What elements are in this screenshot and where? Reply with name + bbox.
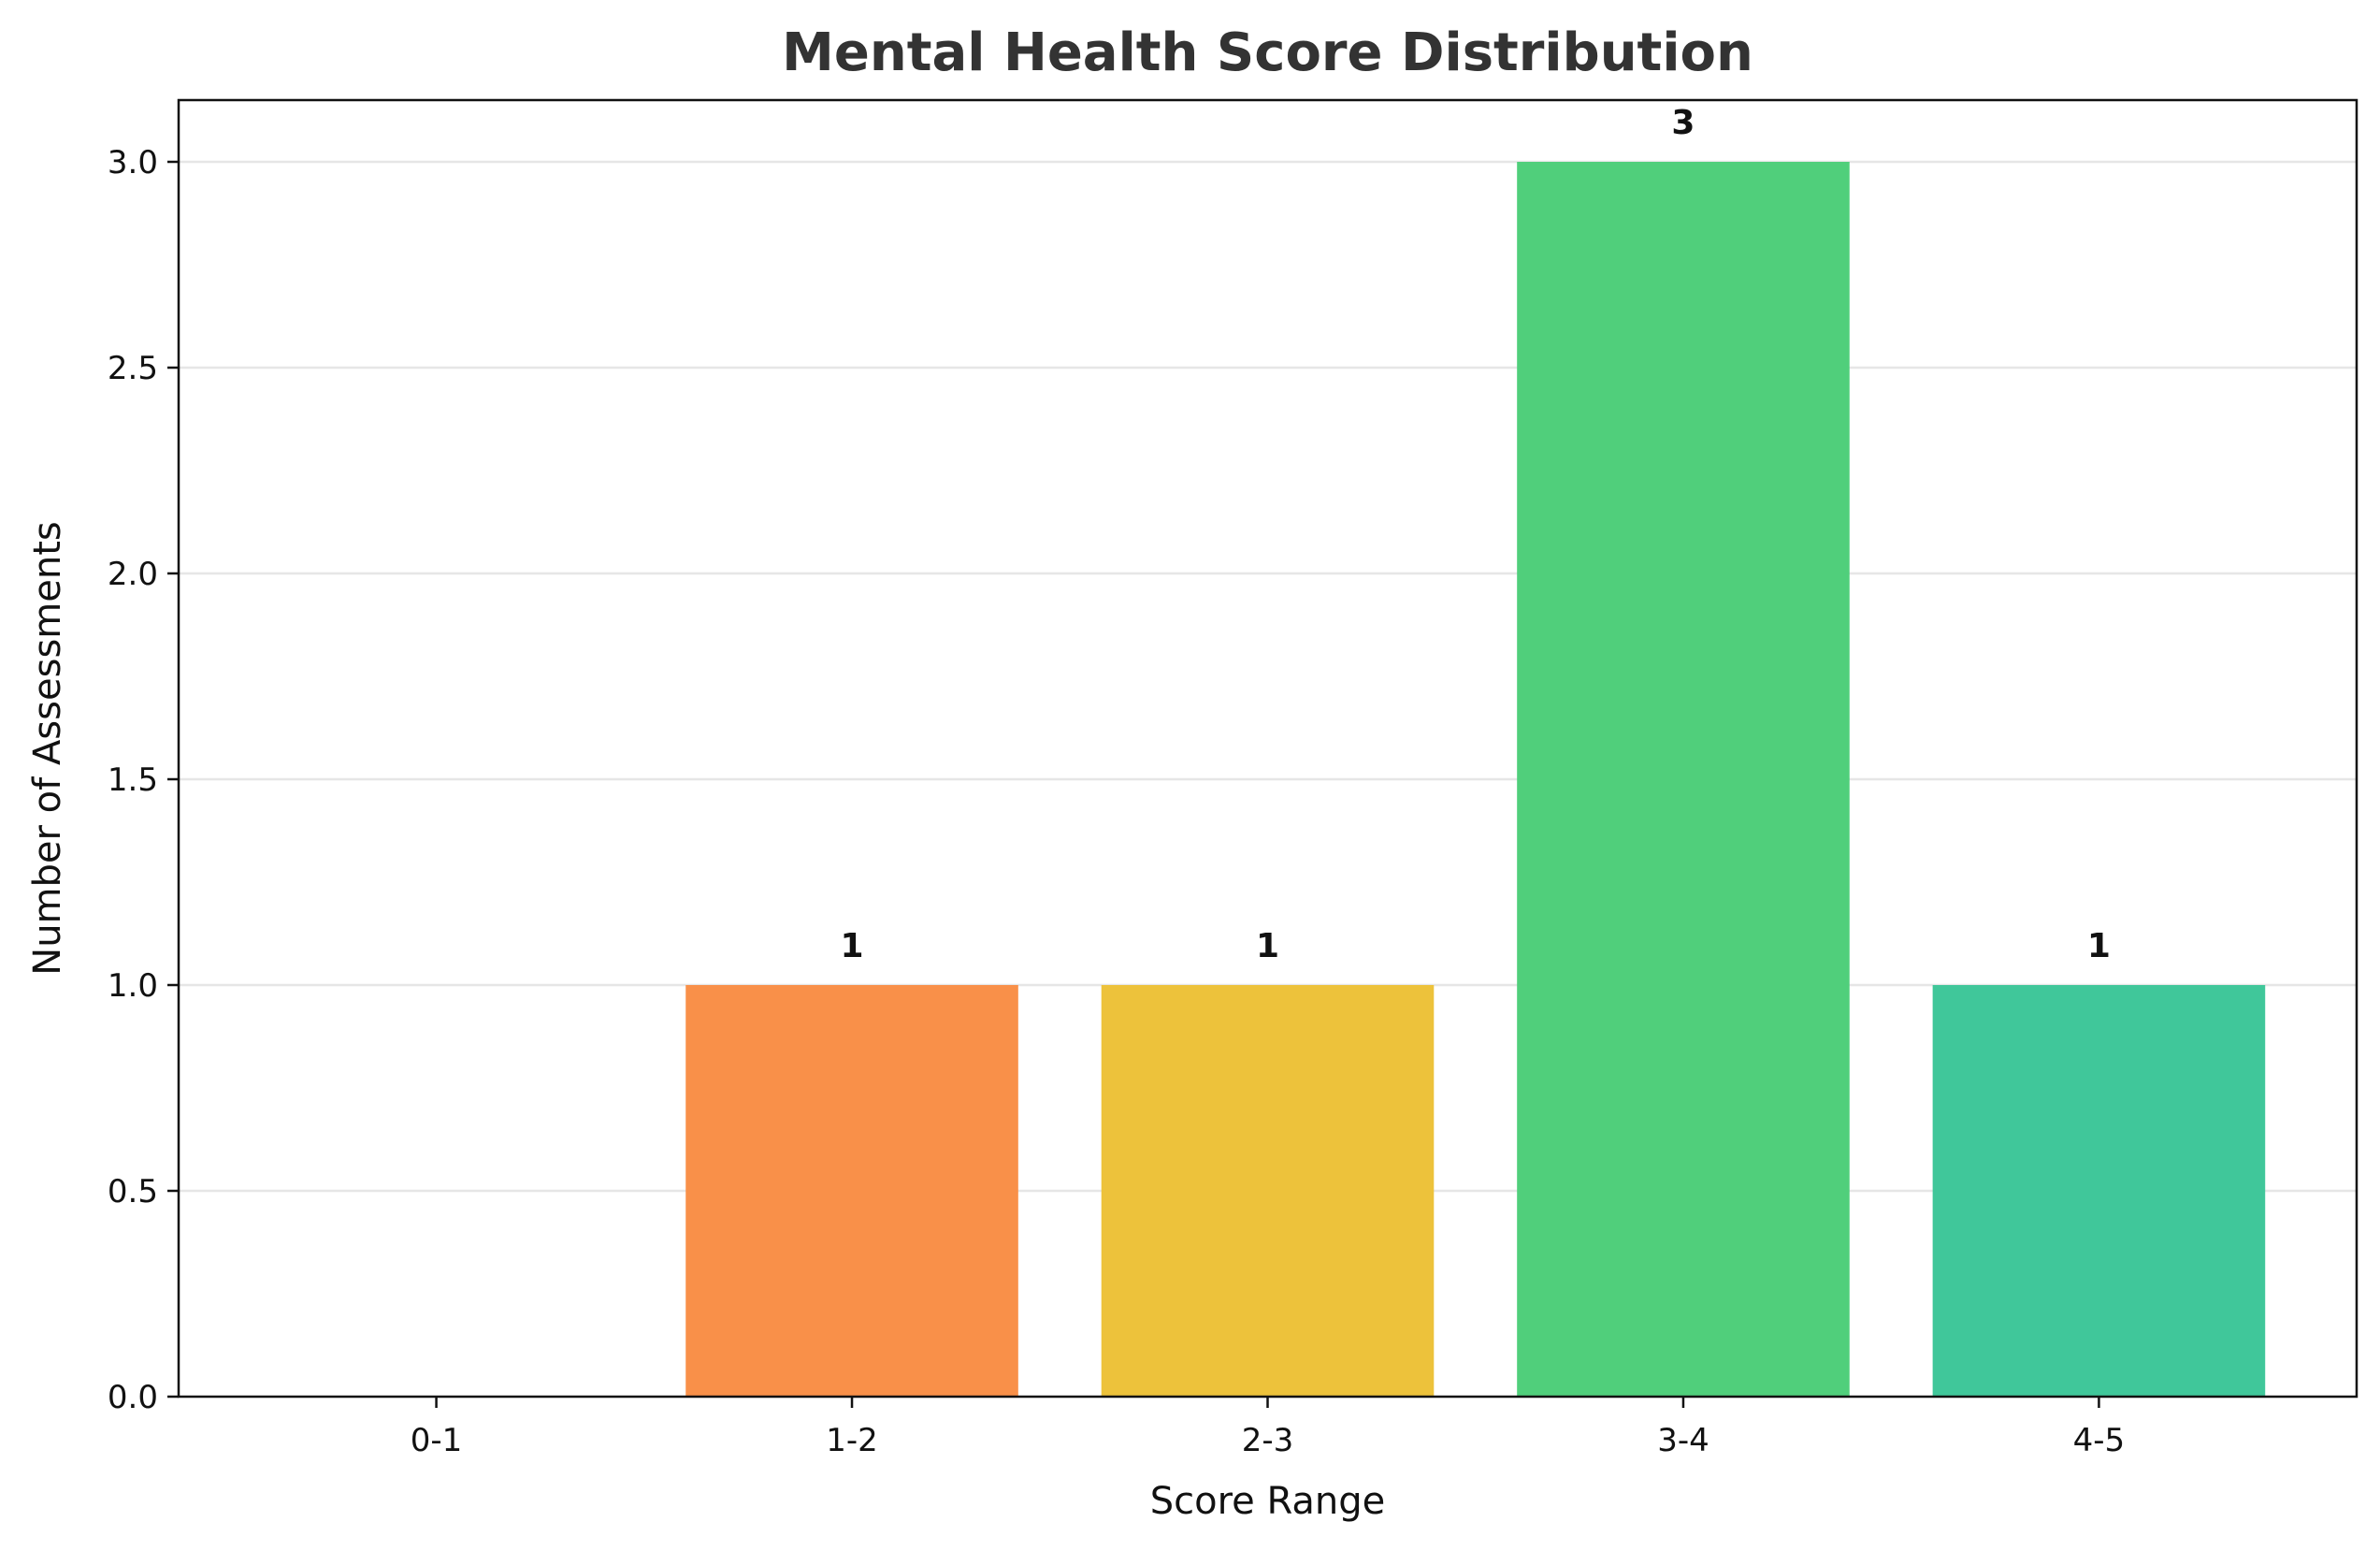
bar-4-5 [1932,985,2266,1397]
plot-frame [177,98,2358,1399]
data-label: 1 [1256,927,1279,965]
y-tick-label: 0.0 [108,1379,158,1416]
data-label: 1 [841,927,864,965]
x-tick-label: 0-1 [411,1422,463,1459]
data-labels-layer: 1 1 3 1 [841,104,2111,965]
bar-1-2 [685,985,1018,1397]
data-label: 3 [1671,104,1695,142]
y-tick-label: 1.5 [108,761,158,799]
y-tick-label: 3.0 [108,144,158,181]
bars-layer [685,162,2266,1397]
bar-2-3 [1101,985,1435,1397]
ticks-layer: 0.0 0.5 1.0 1.5 2.0 2.5 3.0 0-1 1-2 2-3 3-4 4-5 [108,144,2125,1459]
x-axis-label: Score Range [1150,1480,1386,1523]
y-tick-label: 2.0 [108,556,158,593]
y-tick-label: 2.5 [108,350,158,387]
bar-3-4 [1517,162,1850,1397]
x-tick-label: 3-4 [1657,1422,1709,1459]
data-label: 1 [2087,927,2111,965]
x-tick-label: 4-5 [2073,1422,2126,1459]
x-tick-label: 1-2 [826,1422,878,1459]
y-tick-label: 1.0 [108,967,158,1005]
x-tick-label: 2-3 [1242,1422,1294,1459]
y-axis-label: Number of Assessments [26,521,69,975]
y-tick-label: 0.5 [108,1173,158,1210]
chart-title: Mental Health Score Distribution [782,22,1753,83]
